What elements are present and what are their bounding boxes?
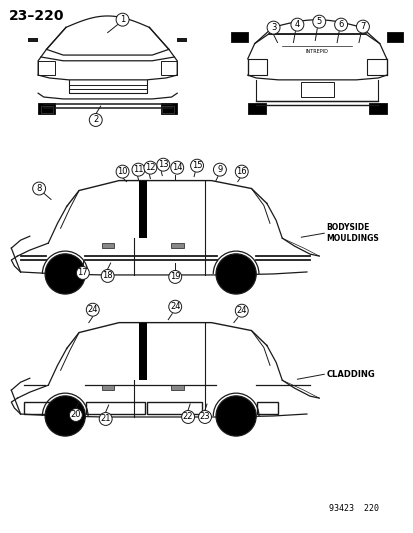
Bar (38, 61, 55, 75)
Text: 5: 5 (316, 17, 321, 26)
FancyArrow shape (28, 38, 38, 42)
Circle shape (101, 270, 114, 282)
Bar (171, 385, 183, 390)
Circle shape (198, 410, 211, 423)
Circle shape (45, 254, 85, 294)
Text: 19: 19 (170, 272, 180, 281)
Text: 12: 12 (145, 163, 155, 172)
Text: 18: 18 (102, 271, 113, 280)
Circle shape (190, 159, 203, 172)
Circle shape (216, 254, 256, 294)
Circle shape (235, 304, 248, 317)
Circle shape (334, 18, 347, 31)
Text: 2: 2 (93, 116, 98, 125)
Bar (41, 106, 52, 113)
Text: 14: 14 (171, 163, 182, 172)
Text: 3: 3 (270, 23, 275, 32)
Text: 23–220: 23–220 (9, 9, 65, 23)
Circle shape (132, 163, 145, 176)
Text: 93423  220: 93423 220 (328, 504, 378, 513)
Circle shape (290, 18, 303, 31)
Bar (366, 59, 386, 75)
Circle shape (169, 300, 181, 313)
Circle shape (170, 161, 183, 174)
Bar (230, 32, 247, 42)
Bar (102, 243, 114, 248)
Bar (147, 402, 202, 414)
Bar (86, 402, 145, 414)
Text: 16: 16 (236, 167, 247, 176)
Bar (160, 103, 177, 114)
Bar (38, 103, 55, 114)
Circle shape (116, 165, 129, 178)
Circle shape (89, 114, 102, 126)
Text: 9: 9 (217, 165, 222, 174)
Circle shape (235, 165, 248, 178)
Circle shape (76, 266, 89, 279)
Bar (160, 61, 177, 75)
Bar (24, 402, 54, 414)
Circle shape (33, 182, 45, 195)
Bar (161, 106, 173, 113)
Text: 7: 7 (359, 22, 365, 31)
Bar (256, 402, 278, 414)
Text: 1: 1 (120, 15, 125, 24)
Text: 21: 21 (100, 415, 111, 424)
Text: 20: 20 (71, 410, 81, 419)
Circle shape (116, 13, 129, 26)
Bar (171, 243, 183, 248)
Circle shape (266, 21, 279, 34)
Text: 17: 17 (77, 269, 88, 278)
Circle shape (69, 408, 82, 422)
Text: INTREPID: INTREPID (305, 50, 328, 54)
Circle shape (169, 270, 181, 284)
Circle shape (181, 410, 194, 423)
Text: 15: 15 (191, 161, 202, 170)
FancyArrow shape (177, 38, 187, 42)
Bar (386, 32, 403, 42)
Bar (139, 322, 147, 380)
Bar (102, 385, 114, 390)
Bar (300, 82, 333, 97)
Circle shape (157, 158, 169, 171)
Text: 11: 11 (133, 165, 143, 174)
Text: 24: 24 (236, 306, 247, 315)
Text: CLADDING: CLADDING (325, 370, 374, 379)
Circle shape (213, 163, 226, 176)
Bar (247, 59, 266, 75)
Text: 6: 6 (337, 20, 343, 29)
Circle shape (86, 303, 99, 316)
Text: BODYSIDE
MOULDINGS: BODYSIDE MOULDINGS (325, 223, 378, 243)
Bar (247, 103, 265, 114)
Text: 22: 22 (183, 413, 193, 422)
Circle shape (45, 396, 85, 436)
Circle shape (99, 413, 112, 425)
Circle shape (312, 15, 325, 28)
Text: 4: 4 (294, 20, 299, 29)
Text: 24: 24 (87, 305, 98, 314)
Text: 8: 8 (36, 184, 42, 193)
Bar (368, 103, 386, 114)
Bar (139, 181, 147, 238)
Circle shape (356, 20, 368, 33)
Text: 10: 10 (117, 167, 128, 176)
Text: 23: 23 (199, 413, 210, 422)
Circle shape (216, 396, 256, 436)
Text: 24: 24 (170, 302, 180, 311)
Circle shape (144, 161, 157, 174)
Text: 13: 13 (158, 160, 168, 169)
